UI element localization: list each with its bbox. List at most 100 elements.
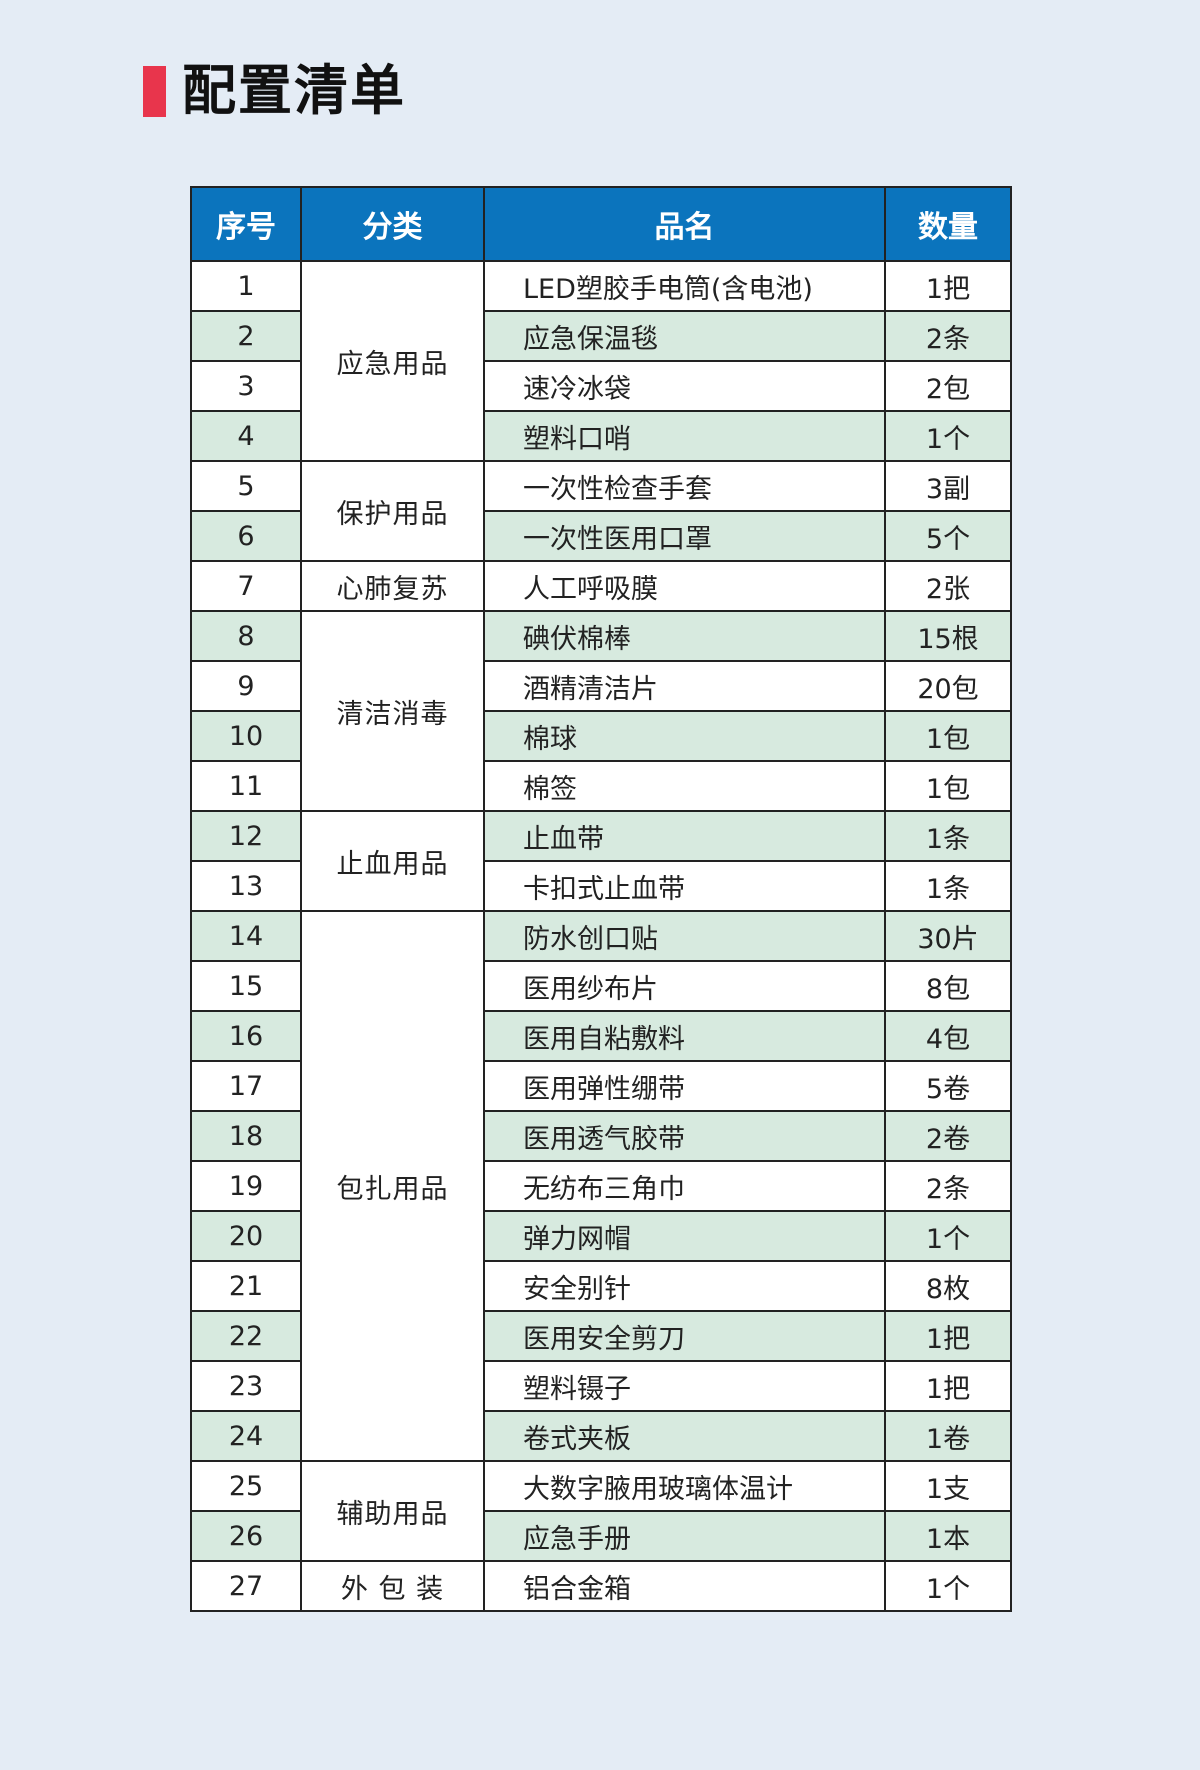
cell-name: LED塑胶手电筒(含电池) [483, 260, 886, 312]
cell-qty: 8包 [884, 960, 1012, 1012]
cell-no: 6 [190, 510, 302, 562]
header-name: 品名 [483, 186, 886, 262]
cell-name: 塑料口哨 [483, 410, 886, 462]
cell-category: 应急用品 [300, 260, 485, 462]
table-row: 10 棉球 1包 [190, 710, 1012, 762]
cell-no: 25 [190, 1460, 302, 1512]
cell-qty: 1个 [884, 410, 1012, 462]
cell-name: 棉球 [483, 710, 886, 762]
table-row: 11 棉签 1包 [190, 760, 1012, 812]
cell-name: 止血带 [483, 810, 886, 862]
table-row: 21 安全别针 8枚 [190, 1260, 1012, 1312]
table-row: 3 速冷冰袋 2包 [190, 360, 1012, 412]
cell-category: 辅助用品 [300, 1460, 485, 1562]
table-row: 27 外 包 装铝合金箱 1个 [190, 1560, 1012, 1612]
cell-no: 12 [190, 810, 302, 862]
cell-name: 酒精清洁片 [483, 660, 886, 712]
cell-no: 10 [190, 710, 302, 762]
cell-qty: 2张 [884, 560, 1012, 612]
cell-qty: 4包 [884, 1010, 1012, 1062]
header-no: 序号 [190, 186, 302, 262]
table-row: 22 医用安全剪刀 1把 [190, 1310, 1012, 1362]
table-header: 序号 分类 品名 数量 [190, 186, 1012, 262]
config-list-table: 序号 分类 品名 数量 1 应急用品 LED塑胶手电筒(含电池) 1把 2 应急保温毯 2条… [190, 186, 1012, 1612]
cell-name: 人工呼吸膜 [483, 560, 886, 612]
table-row: 19 无纺布三角巾 2条 [190, 1160, 1012, 1212]
cell-qty: 30片 [884, 910, 1012, 962]
cell-qty: 1条 [884, 860, 1012, 912]
cell-no: 27 [190, 1560, 302, 1612]
cell-name: 铝合金箱 [483, 1560, 886, 1612]
cell-qty: 1支 [884, 1460, 1012, 1512]
table-row: 4 塑料口哨 1个 [190, 410, 1012, 462]
cell-no: 14 [190, 910, 302, 962]
table-row: 9 酒精清洁片 20包 [190, 660, 1012, 712]
cell-name: 碘伏棉棒 [483, 610, 886, 662]
cell-no: 16 [190, 1010, 302, 1062]
cell-no: 4 [190, 410, 302, 462]
table-row: 26 应急手册 1本 [190, 1510, 1012, 1562]
cell-no: 11 [190, 760, 302, 812]
table-row: 15 医用纱布片 8包 [190, 960, 1012, 1012]
table-row: 6 一次性医用口罩 5个 [190, 510, 1012, 562]
cell-qty: 1包 [884, 760, 1012, 812]
cell-name: 防水创口贴 [483, 910, 886, 962]
cell-no: 22 [190, 1310, 302, 1362]
cell-name: 医用安全剪刀 [483, 1310, 886, 1362]
cell-name: 一次性医用口罩 [483, 510, 886, 562]
header-category: 分类 [300, 186, 485, 262]
cell-qty: 1把 [884, 1310, 1012, 1362]
table-row: 12 止血用品 止血带 1条 [190, 810, 1012, 912]
cell-name: 一次性检查手套 [483, 460, 886, 512]
cell-name: 医用自粘敷料 [483, 1010, 886, 1062]
cell-name: 棉签 [483, 760, 886, 812]
cell-name: 塑料镊子 [483, 1360, 886, 1412]
cell-qty: 2条 [884, 1160, 1012, 1212]
table-row: 16 医用自粘敷料 4包 [190, 1010, 1012, 1062]
table-row: 20 弹力网帽 1个 [190, 1210, 1012, 1262]
page-title: 配置清单 [182, 59, 406, 122]
cell-name: 卷式夹板 [483, 1410, 886, 1462]
table-row: 13 卡扣式止血带 1条 [190, 860, 1012, 912]
table-row: 7 心肺复苏 人工呼吸膜 2张 [190, 560, 1012, 612]
table-row: 14 包扎用品 防水创口贴 30片 [190, 910, 1012, 1462]
cell-name: 弹力网帽 [483, 1210, 886, 1262]
cell-name: 医用弹性绷带 [483, 1060, 886, 1112]
cell-qty: 1本 [884, 1510, 1012, 1562]
cell-category: 外 包 装 [300, 1560, 485, 1612]
cell-name: 医用纱布片 [483, 960, 886, 1012]
cell-qty: 2条 [884, 310, 1012, 362]
cell-qty: 8枚 [884, 1260, 1012, 1312]
cell-qty: 1条 [884, 810, 1012, 862]
cell-qty: 2卷 [884, 1110, 1012, 1162]
cell-category: 清洁消毒 [300, 610, 485, 812]
cell-name: 医用透气胶带 [483, 1110, 886, 1162]
cell-qty: 20包 [884, 660, 1012, 712]
cell-category: 保护用品 [300, 460, 485, 562]
cell-qty: 5卷 [884, 1060, 1012, 1112]
cell-name: 应急保温毯 [483, 310, 886, 362]
cell-qty: 2包 [884, 360, 1012, 412]
cell-no: 13 [190, 860, 302, 912]
header-qty: 数量 [884, 186, 1012, 262]
cell-no: 3 [190, 360, 302, 412]
cell-no: 17 [190, 1060, 302, 1112]
cell-name: 无纺布三角巾 [483, 1160, 886, 1212]
table-row: 2 应急保温毯 2条 [190, 310, 1012, 362]
cell-name: 大数字腋用玻璃体温计 [483, 1460, 886, 1512]
cell-qty: 1个 [884, 1560, 1012, 1612]
table-row: 18 医用透气胶带 2卷 [190, 1110, 1012, 1162]
cell-qty: 5个 [884, 510, 1012, 562]
cell-name: 卡扣式止血带 [483, 860, 886, 912]
table-row: 23 塑料镊子 1把 [190, 1360, 1012, 1412]
cell-no: 19 [190, 1160, 302, 1212]
table-row: 5 保护用品 一次性检查手套 3副 [190, 460, 1012, 562]
cell-no: 18 [190, 1110, 302, 1162]
cell-no: 8 [190, 610, 302, 662]
cell-qty: 1把 [884, 260, 1012, 312]
cell-name: 速冷冰袋 [483, 360, 886, 412]
cell-no: 2 [190, 310, 302, 362]
cell-no: 21 [190, 1260, 302, 1312]
cell-category: 止血用品 [300, 810, 485, 912]
cell-category: 包扎用品 [300, 910, 485, 1462]
